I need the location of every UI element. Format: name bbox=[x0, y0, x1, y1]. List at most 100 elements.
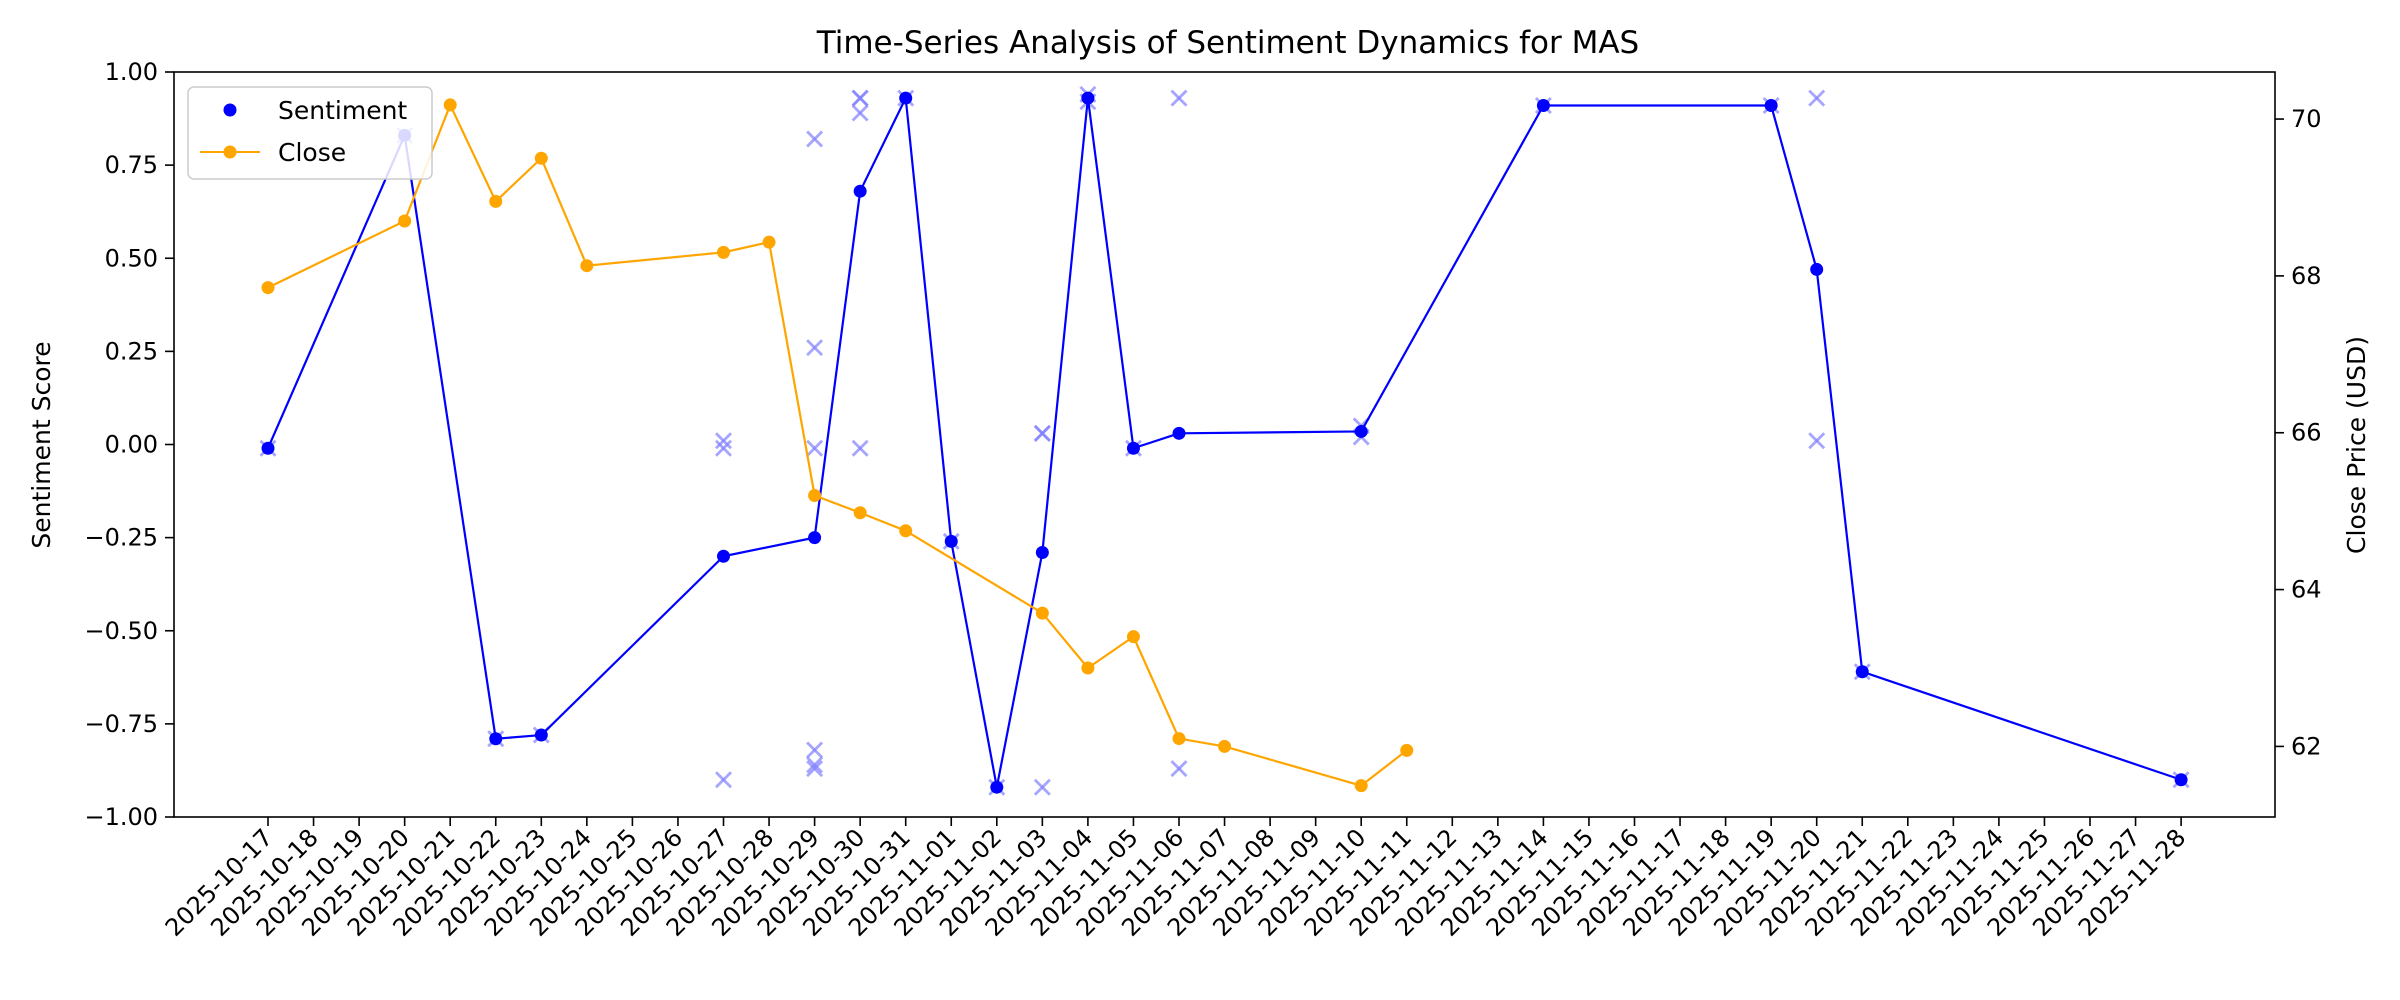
close-point bbox=[534, 151, 548, 165]
x-marker-stroke bbox=[806, 439, 824, 457]
sentiment-point bbox=[1810, 262, 1824, 276]
x-marker-stroke bbox=[1033, 424, 1051, 442]
legend-close-marker bbox=[223, 145, 237, 159]
x-marker-stroke bbox=[806, 760, 824, 778]
sentiment-point bbox=[534, 728, 548, 742]
left-tick-label: 0.25 bbox=[105, 337, 158, 365]
close-point bbox=[489, 194, 503, 208]
x-marker-stroke bbox=[806, 130, 824, 148]
x-marker-stroke bbox=[851, 89, 869, 107]
sentiment-x-marker bbox=[1033, 778, 1051, 796]
close-point bbox=[1081, 661, 1095, 675]
sentiment-x-marker bbox=[806, 756, 824, 774]
sentiment-x-marker bbox=[715, 771, 732, 789]
sentiment-x-marker bbox=[806, 760, 824, 778]
x-marker-stroke bbox=[806, 756, 824, 774]
sentiment-point bbox=[2174, 773, 2188, 787]
x-marker-stroke bbox=[1033, 778, 1051, 796]
sentiment-x-marker bbox=[1033, 424, 1051, 442]
close-point bbox=[717, 245, 730, 259]
x-marker-stroke bbox=[1808, 89, 1826, 107]
x-marker-stroke bbox=[1170, 760, 1188, 778]
close-point bbox=[762, 235, 776, 249]
close-point bbox=[1035, 606, 1049, 620]
close-series bbox=[261, 98, 1414, 793]
close-point bbox=[1218, 739, 1232, 753]
right-tick-label: 70 bbox=[2291, 105, 2322, 133]
sentiment-point bbox=[1081, 91, 1095, 105]
sentiment-point bbox=[489, 732, 503, 746]
x-marker-stroke bbox=[851, 104, 869, 122]
sentiment-x-marker bbox=[715, 439, 732, 457]
close-point bbox=[853, 506, 867, 520]
sentiment-x-marker bbox=[806, 439, 824, 457]
close-point bbox=[1172, 732, 1186, 746]
right-tick-label: 64 bbox=[2291, 576, 2322, 604]
left-tick-label: −0.50 bbox=[84, 617, 158, 645]
legend-close-label: Close bbox=[278, 138, 346, 167]
sentiment-point bbox=[990, 780, 1004, 794]
sentiment-x-marker bbox=[806, 741, 824, 759]
sentiment-point bbox=[261, 441, 275, 455]
right-tick-label: 62 bbox=[2291, 732, 2322, 760]
sentiment-point bbox=[944, 534, 958, 548]
close-point bbox=[261, 281, 275, 295]
left-tick-label: −1.00 bbox=[84, 803, 158, 831]
sentiment-x-marker bbox=[1808, 432, 1826, 450]
close-point bbox=[398, 214, 412, 228]
right-tick-label: 68 bbox=[2291, 262, 2322, 290]
sentiment-series bbox=[261, 91, 2188, 794]
x-axis: 2025-10-172025-10-182025-10-192025-10-20… bbox=[160, 817, 2191, 942]
sentiment-point bbox=[717, 549, 730, 563]
close-point bbox=[1354, 779, 1368, 793]
x-marker-stroke bbox=[1170, 89, 1188, 107]
close-point bbox=[899, 524, 913, 538]
close-point bbox=[580, 259, 594, 273]
x-marker-stroke bbox=[715, 771, 732, 789]
left-tick-label: 0.75 bbox=[105, 151, 158, 179]
sentiment-point bbox=[1764, 99, 1778, 113]
right-axis-label: Close Price (USD) bbox=[2342, 336, 2371, 554]
sentiment-x-marker bbox=[715, 432, 732, 450]
sentiment-line bbox=[266, 96, 2182, 789]
left-tick-label: 0.00 bbox=[105, 431, 158, 459]
sentiment-x-marker bbox=[851, 104, 869, 122]
legend: Sentiment Close bbox=[187, 86, 433, 180]
x-marker-stroke bbox=[806, 339, 824, 357]
left-tick-label: −0.75 bbox=[84, 710, 158, 738]
sentiment-point bbox=[1035, 546, 1049, 560]
sentiment-x-marker bbox=[851, 439, 869, 457]
sentiment-x-marker bbox=[1170, 89, 1188, 107]
x-marker-stroke bbox=[851, 439, 869, 457]
x-marker-stroke bbox=[715, 432, 732, 450]
sentiment-raw-markers bbox=[259, 85, 2190, 796]
close-line bbox=[267, 103, 1408, 787]
close-point bbox=[443, 98, 457, 112]
sentiment-point bbox=[1172, 426, 1186, 440]
close-point bbox=[808, 488, 822, 502]
left-y-axis: −1.00 −0.75 −0.50 −0.25 0.00 0.25 0.50 0.75 1.00 bbox=[84, 58, 174, 831]
chart-title: Time-Series Analysis of Sentiment Dynami… bbox=[816, 25, 1639, 61]
sentiment-point bbox=[899, 91, 913, 105]
left-tick-label: 0.50 bbox=[105, 244, 158, 272]
left-tick-label: 1.00 bbox=[105, 58, 158, 86]
legend-sentiment-label: Sentiment bbox=[278, 96, 407, 125]
sentiment-point bbox=[808, 531, 822, 545]
close-point bbox=[1400, 743, 1414, 757]
legend-sentiment-marker bbox=[223, 103, 237, 117]
sentiment-x-marker bbox=[1170, 760, 1188, 778]
sentiment-point bbox=[853, 184, 867, 198]
sentiment-point bbox=[1126, 441, 1140, 455]
close-point bbox=[1126, 630, 1140, 644]
x-marker-stroke bbox=[1808, 432, 1826, 450]
sentiment-point bbox=[1354, 424, 1368, 438]
sentiment-point bbox=[1536, 99, 1550, 113]
x-marker-stroke bbox=[806, 741, 824, 759]
legend-box bbox=[187, 86, 433, 180]
right-tick-label: 66 bbox=[2291, 419, 2322, 447]
sentiment-x-marker bbox=[1808, 89, 1826, 107]
sentiment-point bbox=[1855, 665, 1869, 679]
right-y-axis: 62 64 66 68 70 bbox=[2275, 105, 2322, 760]
x-marker-stroke bbox=[715, 439, 732, 457]
